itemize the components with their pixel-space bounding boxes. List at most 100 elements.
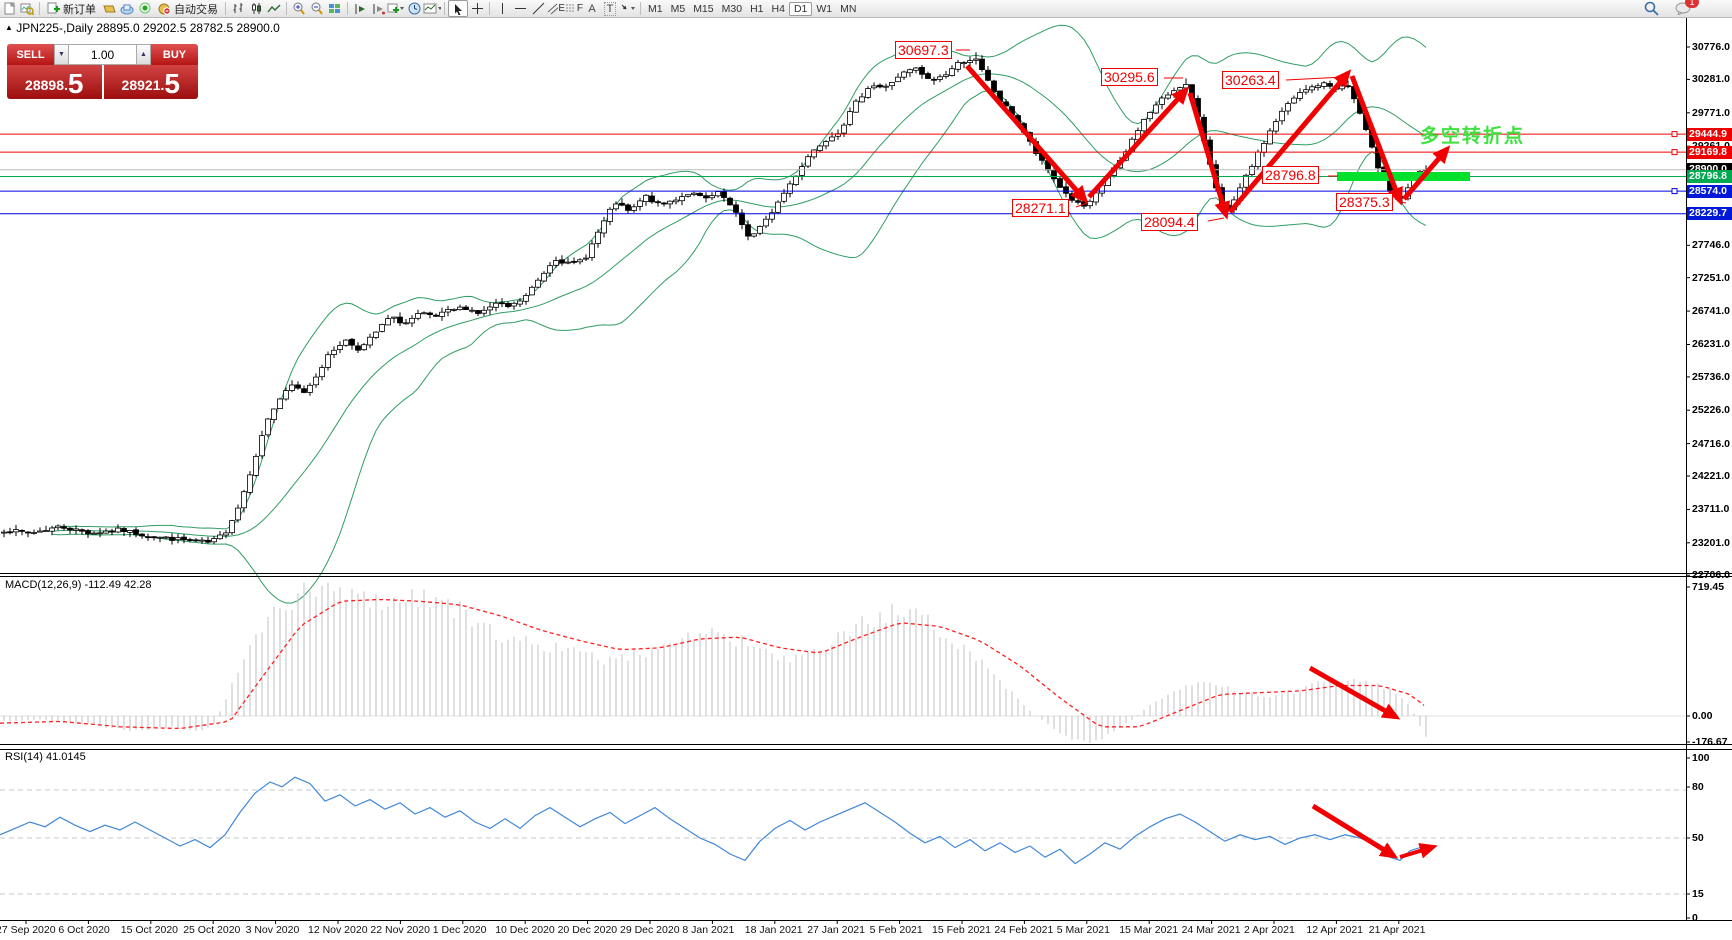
- bar-chart-mode-icon[interactable]: [229, 1, 247, 16]
- ohlc-values: 28895.0 29202.5 28782.5 28900.0: [96, 21, 280, 35]
- price-level-badge: 28796.8: [1687, 170, 1732, 184]
- date-label: 3 Nov 2020: [245, 924, 300, 936]
- price-tick-label: 22706.0: [1692, 569, 1730, 582]
- buy-button[interactable]: BUY: [151, 44, 198, 65]
- new-chart-icon[interactable]: [0, 1, 18, 16]
- annotation-price-label[interactable]: 30295.6: [1101, 68, 1158, 86]
- price-tick-label: 25736.0: [1692, 370, 1730, 383]
- sell-button[interactable]: SELL: [7, 44, 54, 65]
- annotation-price-label[interactable]: 28796.8: [1262, 166, 1319, 184]
- notifications-icon[interactable]: 1: [1674, 0, 1699, 16]
- autotrade-icon: [158, 3, 171, 15]
- fibo-channel-tool-icon[interactable]: E: [547, 1, 565, 16]
- price-tick-label: 23201.0: [1692, 536, 1730, 549]
- price-level-badge: 28574.0: [1687, 184, 1732, 198]
- timeframe-MN[interactable]: MN: [840, 2, 857, 15]
- periods-clock-icon[interactable]: [405, 1, 423, 16]
- one-click-trading-panel: SELL ▼ 1.00 ▲ BUY 28898. 5 28921. 5: [7, 44, 198, 99]
- date-label: 20 Dec 2020: [557, 924, 618, 936]
- arrows-tool-icon[interactable]: [619, 1, 637, 16]
- rsi-axis-label: 15: [1692, 888, 1704, 900]
- candlestick-mode-icon[interactable]: [247, 1, 265, 16]
- volume-increase-button[interactable]: ▲: [136, 44, 151, 65]
- auto-scroll-icon[interactable]: [369, 1, 387, 16]
- signals-icon[interactable]: [136, 1, 154, 16]
- trendline-tool-icon[interactable]: [529, 1, 547, 16]
- crosshair-tool-icon[interactable]: [468, 1, 486, 16]
- date-label: 18 Jan 2021: [744, 924, 803, 936]
- add-indicator-icon[interactable]: [387, 1, 405, 16]
- vline-tool-icon[interactable]: [493, 1, 511, 16]
- date-label: 8 Jan 2021: [682, 924, 735, 936]
- timeframe-M15[interactable]: M15: [693, 2, 714, 15]
- price-tick-label: 27251.0: [1692, 271, 1730, 284]
- chart-title: ▲ JPN225-,Daily 28895.0 29202.5 28782.5 …: [5, 21, 280, 35]
- annotation-price-label[interactable]: 28271.1: [1012, 199, 1069, 217]
- date-label: 15 Oct 2020: [120, 924, 179, 936]
- macd-label: MACD(12,26,9) -112.49 42.28: [5, 579, 152, 591]
- volume-decrease-button[interactable]: ▼: [54, 44, 69, 65]
- navigator-icon[interactable]: [118, 1, 136, 16]
- search-icon[interactable]: [1642, 1, 1660, 16]
- tile-windows-icon[interactable]: [326, 1, 344, 16]
- annotation-price-label[interactable]: 28375.3: [1336, 193, 1393, 211]
- market-watch-icon[interactable]: [100, 1, 118, 16]
- zoom-in-icon[interactable]: [290, 1, 308, 16]
- price-tick-label: 25226.0: [1692, 404, 1730, 417]
- price-level-badge: 29169.8: [1687, 145, 1732, 159]
- price-tick-label: 27746.0: [1692, 239, 1730, 252]
- date-label: 5 Feb 2021: [869, 924, 923, 936]
- text-label-tool-icon[interactable]: T: [601, 1, 619, 16]
- rsi-label: RSI(14) 41.0145: [5, 751, 86, 763]
- sell-price[interactable]: 28898. 5: [7, 65, 102, 99]
- timeframe-H1[interactable]: H1: [750, 2, 764, 15]
- date-label: 24 Feb 2021: [994, 924, 1054, 936]
- symbol-up-triangle-icon: ▲: [5, 23, 13, 32]
- toolbar: 新订单 自动交易: [0, 0, 1732, 18]
- new-order-icon: [47, 2, 60, 14]
- fibo-retracement-tool-icon[interactable]: F: [566, 3, 583, 14]
- zoom-out-icon[interactable]: [308, 1, 326, 16]
- annotation-price-label[interactable]: 28094.4: [1141, 213, 1198, 231]
- templates-icon[interactable]: [423, 1, 441, 16]
- date-label: 21 Apr 2021: [1368, 924, 1426, 936]
- text-tool-icon[interactable]: A: [588, 2, 596, 15]
- line-chart-mode-icon[interactable]: [265, 1, 283, 16]
- price-tick-label: 24716.0: [1692, 437, 1730, 450]
- date-label: 22 Nov 2020: [370, 924, 430, 936]
- timeframe-W1[interactable]: W1: [816, 2, 833, 15]
- macd-axis-label: -176.67: [1692, 736, 1728, 748]
- cursor-tool-icon[interactable]: [448, 0, 468, 17]
- timeframe-D1[interactable]: D1: [788, 1, 813, 16]
- price-tick-label: 24221.0: [1692, 470, 1730, 483]
- annotation-price-label[interactable]: 30697.3: [895, 41, 952, 59]
- new-order-button[interactable]: 新订单: [43, 1, 100, 16]
- price-tick-label: 29771.0: [1692, 106, 1730, 119]
- date-label: 1 Dec 2020: [432, 924, 487, 936]
- chart-shift-icon[interactable]: [351, 1, 369, 16]
- date-label: 24 Mar 2021: [1181, 924, 1241, 936]
- buy-price[interactable]: 28921. 5: [103, 65, 198, 99]
- annotation-price-label[interactable]: 30263.4: [1222, 71, 1279, 89]
- timeframe-M30[interactable]: M30: [721, 2, 743, 15]
- timeframe-H4[interactable]: H4: [771, 2, 785, 15]
- autotrade-label: 自动交易: [174, 3, 218, 16]
- price-tick-label: 30776.0: [1692, 41, 1730, 53]
- timeframe-M5[interactable]: M5: [670, 2, 686, 15]
- note-text[interactable]: 多空转折点: [1420, 126, 1526, 147]
- date-label: 29 Dec 2020: [620, 924, 680, 936]
- date-label: 5 Mar 2021: [1056, 924, 1110, 936]
- price-tick-label: 26741.0: [1692, 305, 1730, 318]
- date-label: 6 Oct 2020: [58, 924, 110, 936]
- timeframe-M1[interactable]: M1: [648, 2, 663, 15]
- symbol-period: JPN225-,Daily: [16, 21, 93, 35]
- volume-input[interactable]: 1.00: [69, 44, 136, 65]
- autotrade-button[interactable]: 自动交易: [154, 1, 222, 16]
- rsi-axis-label: 100: [1692, 752, 1710, 764]
- hline-tool-icon[interactable]: [511, 1, 529, 16]
- price-tick-label: 26231.0: [1692, 338, 1730, 351]
- date-label: 10 Dec 2020: [495, 924, 555, 936]
- macd-axis-label: 0.00: [1692, 710, 1713, 722]
- chart-profiles-icon[interactable]: [18, 1, 36, 16]
